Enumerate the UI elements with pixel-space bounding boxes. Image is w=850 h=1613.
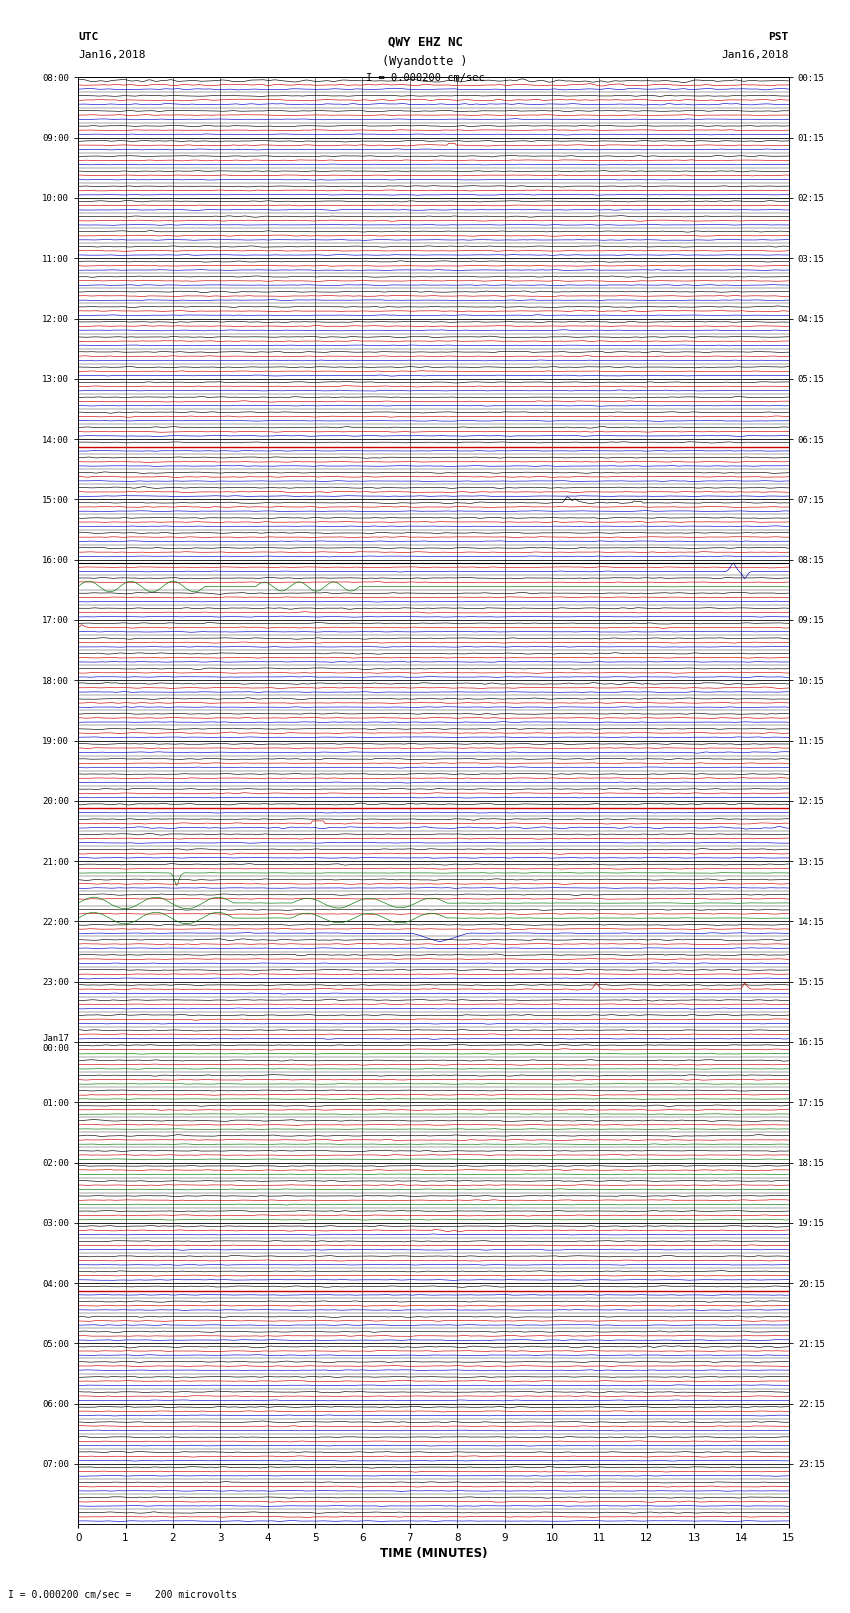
- Text: Jan16,2018: Jan16,2018: [78, 50, 145, 60]
- Text: I = 0.000200 cm/sec: I = 0.000200 cm/sec: [366, 73, 484, 82]
- Text: Jan16,2018: Jan16,2018: [722, 50, 789, 60]
- Text: PST: PST: [768, 32, 789, 42]
- Text: (Wyandotte ): (Wyandotte ): [382, 55, 468, 68]
- X-axis label: TIME (MINUTES): TIME (MINUTES): [380, 1547, 487, 1560]
- Text: UTC: UTC: [78, 32, 99, 42]
- Text: I = 0.000200 cm/sec =    200 microvolts: I = 0.000200 cm/sec = 200 microvolts: [8, 1590, 238, 1600]
- Text: QWY EHZ NC: QWY EHZ NC: [388, 35, 462, 48]
